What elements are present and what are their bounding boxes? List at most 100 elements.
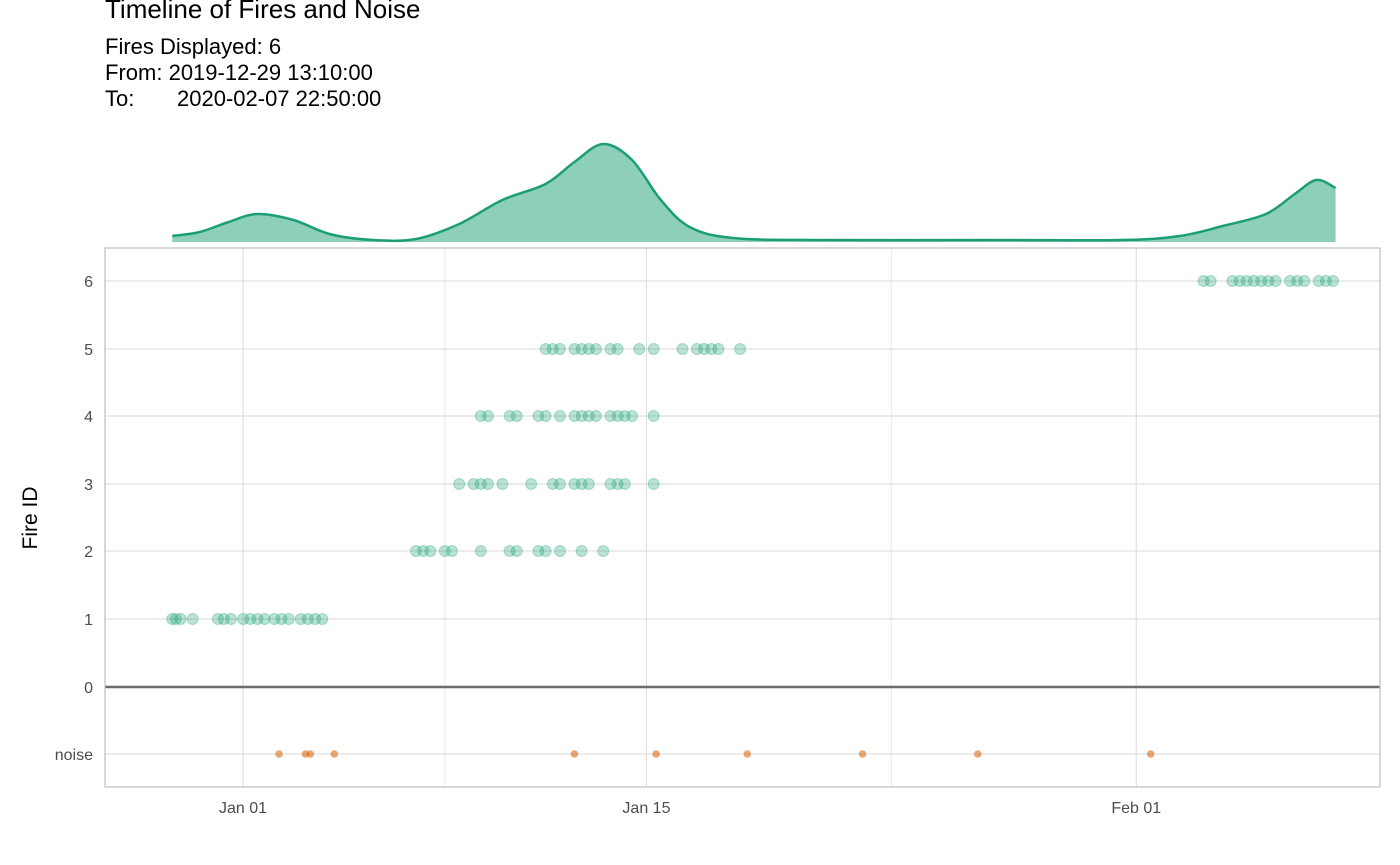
- fire-3-point: [618, 478, 631, 490]
- to-value: 2020-02-07 22:50:00: [177, 86, 382, 111]
- noise-point: [858, 750, 867, 758]
- fire-4-point: [481, 410, 494, 422]
- fire-3-point: [481, 478, 494, 490]
- noise-point: [570, 750, 579, 758]
- fire-4-point: [611, 410, 624, 422]
- density-line: [172, 142, 1337, 243]
- fire-2-point: [409, 545, 422, 557]
- y-tick-label: 2: [84, 544, 93, 561]
- fire-5-point: [698, 343, 711, 355]
- y-tick-label: noise: [55, 747, 93, 764]
- fire-4-point: [590, 410, 603, 422]
- fire-4-point: [554, 410, 567, 422]
- fire-1-point: [225, 613, 238, 625]
- fire-5-point: [690, 343, 703, 355]
- fire-1-point: [301, 613, 314, 625]
- fire-1-point: [258, 613, 271, 625]
- fire-1-point: [211, 613, 224, 625]
- fire-4-point: [647, 410, 660, 422]
- density-area: [172, 143, 1336, 242]
- fire-1-point: [166, 613, 179, 625]
- noise-point: [743, 750, 752, 758]
- fire-1-point: [244, 613, 257, 625]
- fire-3-point: [453, 478, 466, 490]
- fire-2-point: [575, 545, 588, 557]
- fire-2-point: [532, 545, 545, 557]
- fire-3-point: [647, 478, 660, 490]
- fire-4-point: [539, 410, 552, 422]
- noise-points: [275, 750, 1155, 758]
- fire-2-point: [510, 545, 523, 557]
- fire-4-point: [604, 410, 617, 422]
- fire-2-point: [503, 545, 516, 557]
- fire-4-point: [532, 410, 545, 422]
- fire-5-point: [705, 343, 718, 355]
- fire-2-point: [445, 545, 458, 557]
- grid: [104, 247, 1381, 788]
- fire-4-point: [568, 410, 581, 422]
- fire-1-point: [275, 613, 288, 625]
- fire-3-point: [575, 478, 588, 490]
- fire-3-point: [546, 478, 559, 490]
- fire-2-point: [474, 545, 487, 557]
- fire-5-point: [554, 343, 567, 355]
- fire-5-point: [590, 343, 603, 355]
- fire-4-point: [626, 410, 639, 422]
- fire-2-point: [438, 545, 451, 557]
- y-tick-label: 0: [84, 680, 93, 697]
- fire-6-point: [1255, 275, 1268, 287]
- fires-displayed-text: Fires Displayed: 6: [105, 34, 282, 59]
- fire-6-point: [1327, 275, 1340, 287]
- to-line: To: 2020-02-07 22:50:00: [105, 86, 381, 112]
- fire-5-point: [546, 343, 559, 355]
- fire-3-point: [568, 478, 581, 490]
- fire-1-point: [294, 613, 307, 625]
- from-value: 2019-12-29 13:10:00: [168, 60, 373, 85]
- fire-3-point: [554, 478, 567, 490]
- fire-5-point: [647, 343, 660, 355]
- fire-6-point: [1226, 275, 1239, 287]
- fire-5-point: [604, 343, 617, 355]
- fire-1-point: [217, 613, 230, 625]
- fire-1-point: [309, 613, 322, 625]
- noise-point: [330, 750, 339, 758]
- fire-5-point: [611, 343, 624, 355]
- fire-4-point: [582, 410, 595, 422]
- fire-4-point: [503, 410, 516, 422]
- fire-6-point: [1269, 275, 1282, 287]
- fire-1-point: [282, 613, 295, 625]
- fire-5-point: [712, 343, 725, 355]
- y-tick-label: 1: [84, 612, 93, 629]
- fire-5-point: [539, 343, 552, 355]
- fire-4-point: [575, 410, 588, 422]
- y-tick-label: 4: [84, 409, 93, 426]
- noise-point: [652, 750, 660, 758]
- fire-6-point: [1233, 275, 1246, 287]
- fire-5-point: [676, 343, 689, 355]
- chart-title: Timeline of Fires and Noise: [105, 0, 421, 24]
- fire-2-point: [554, 545, 567, 557]
- y-tick-label: 6: [84, 274, 93, 291]
- fire-3-point: [611, 478, 624, 490]
- fire-2-point: [597, 545, 610, 557]
- fire-6-point: [1291, 275, 1304, 287]
- x-tick-label: Jan 01: [219, 800, 267, 817]
- fire-5-point: [582, 343, 595, 355]
- fire-1-point: [174, 613, 187, 625]
- fire-4-point: [474, 410, 487, 422]
- fire-6-point: [1312, 275, 1325, 287]
- fire-3-point: [474, 478, 487, 490]
- fire-5-point: [575, 343, 588, 355]
- fire-points: [166, 275, 1340, 625]
- from-label: From:: [105, 60, 163, 85]
- fire-3-point: [496, 478, 509, 490]
- to-label: To:: [105, 86, 135, 111]
- y-tick-label: 3: [84, 477, 93, 494]
- fire-3-point: [525, 478, 538, 490]
- fire-1-point: [186, 613, 199, 625]
- fire-2-point: [539, 545, 552, 557]
- y-tick-label: 5: [84, 342, 93, 359]
- noise-point: [1146, 750, 1155, 758]
- x-tick-label: Jan 15: [622, 800, 670, 817]
- fire-3-point: [467, 478, 480, 490]
